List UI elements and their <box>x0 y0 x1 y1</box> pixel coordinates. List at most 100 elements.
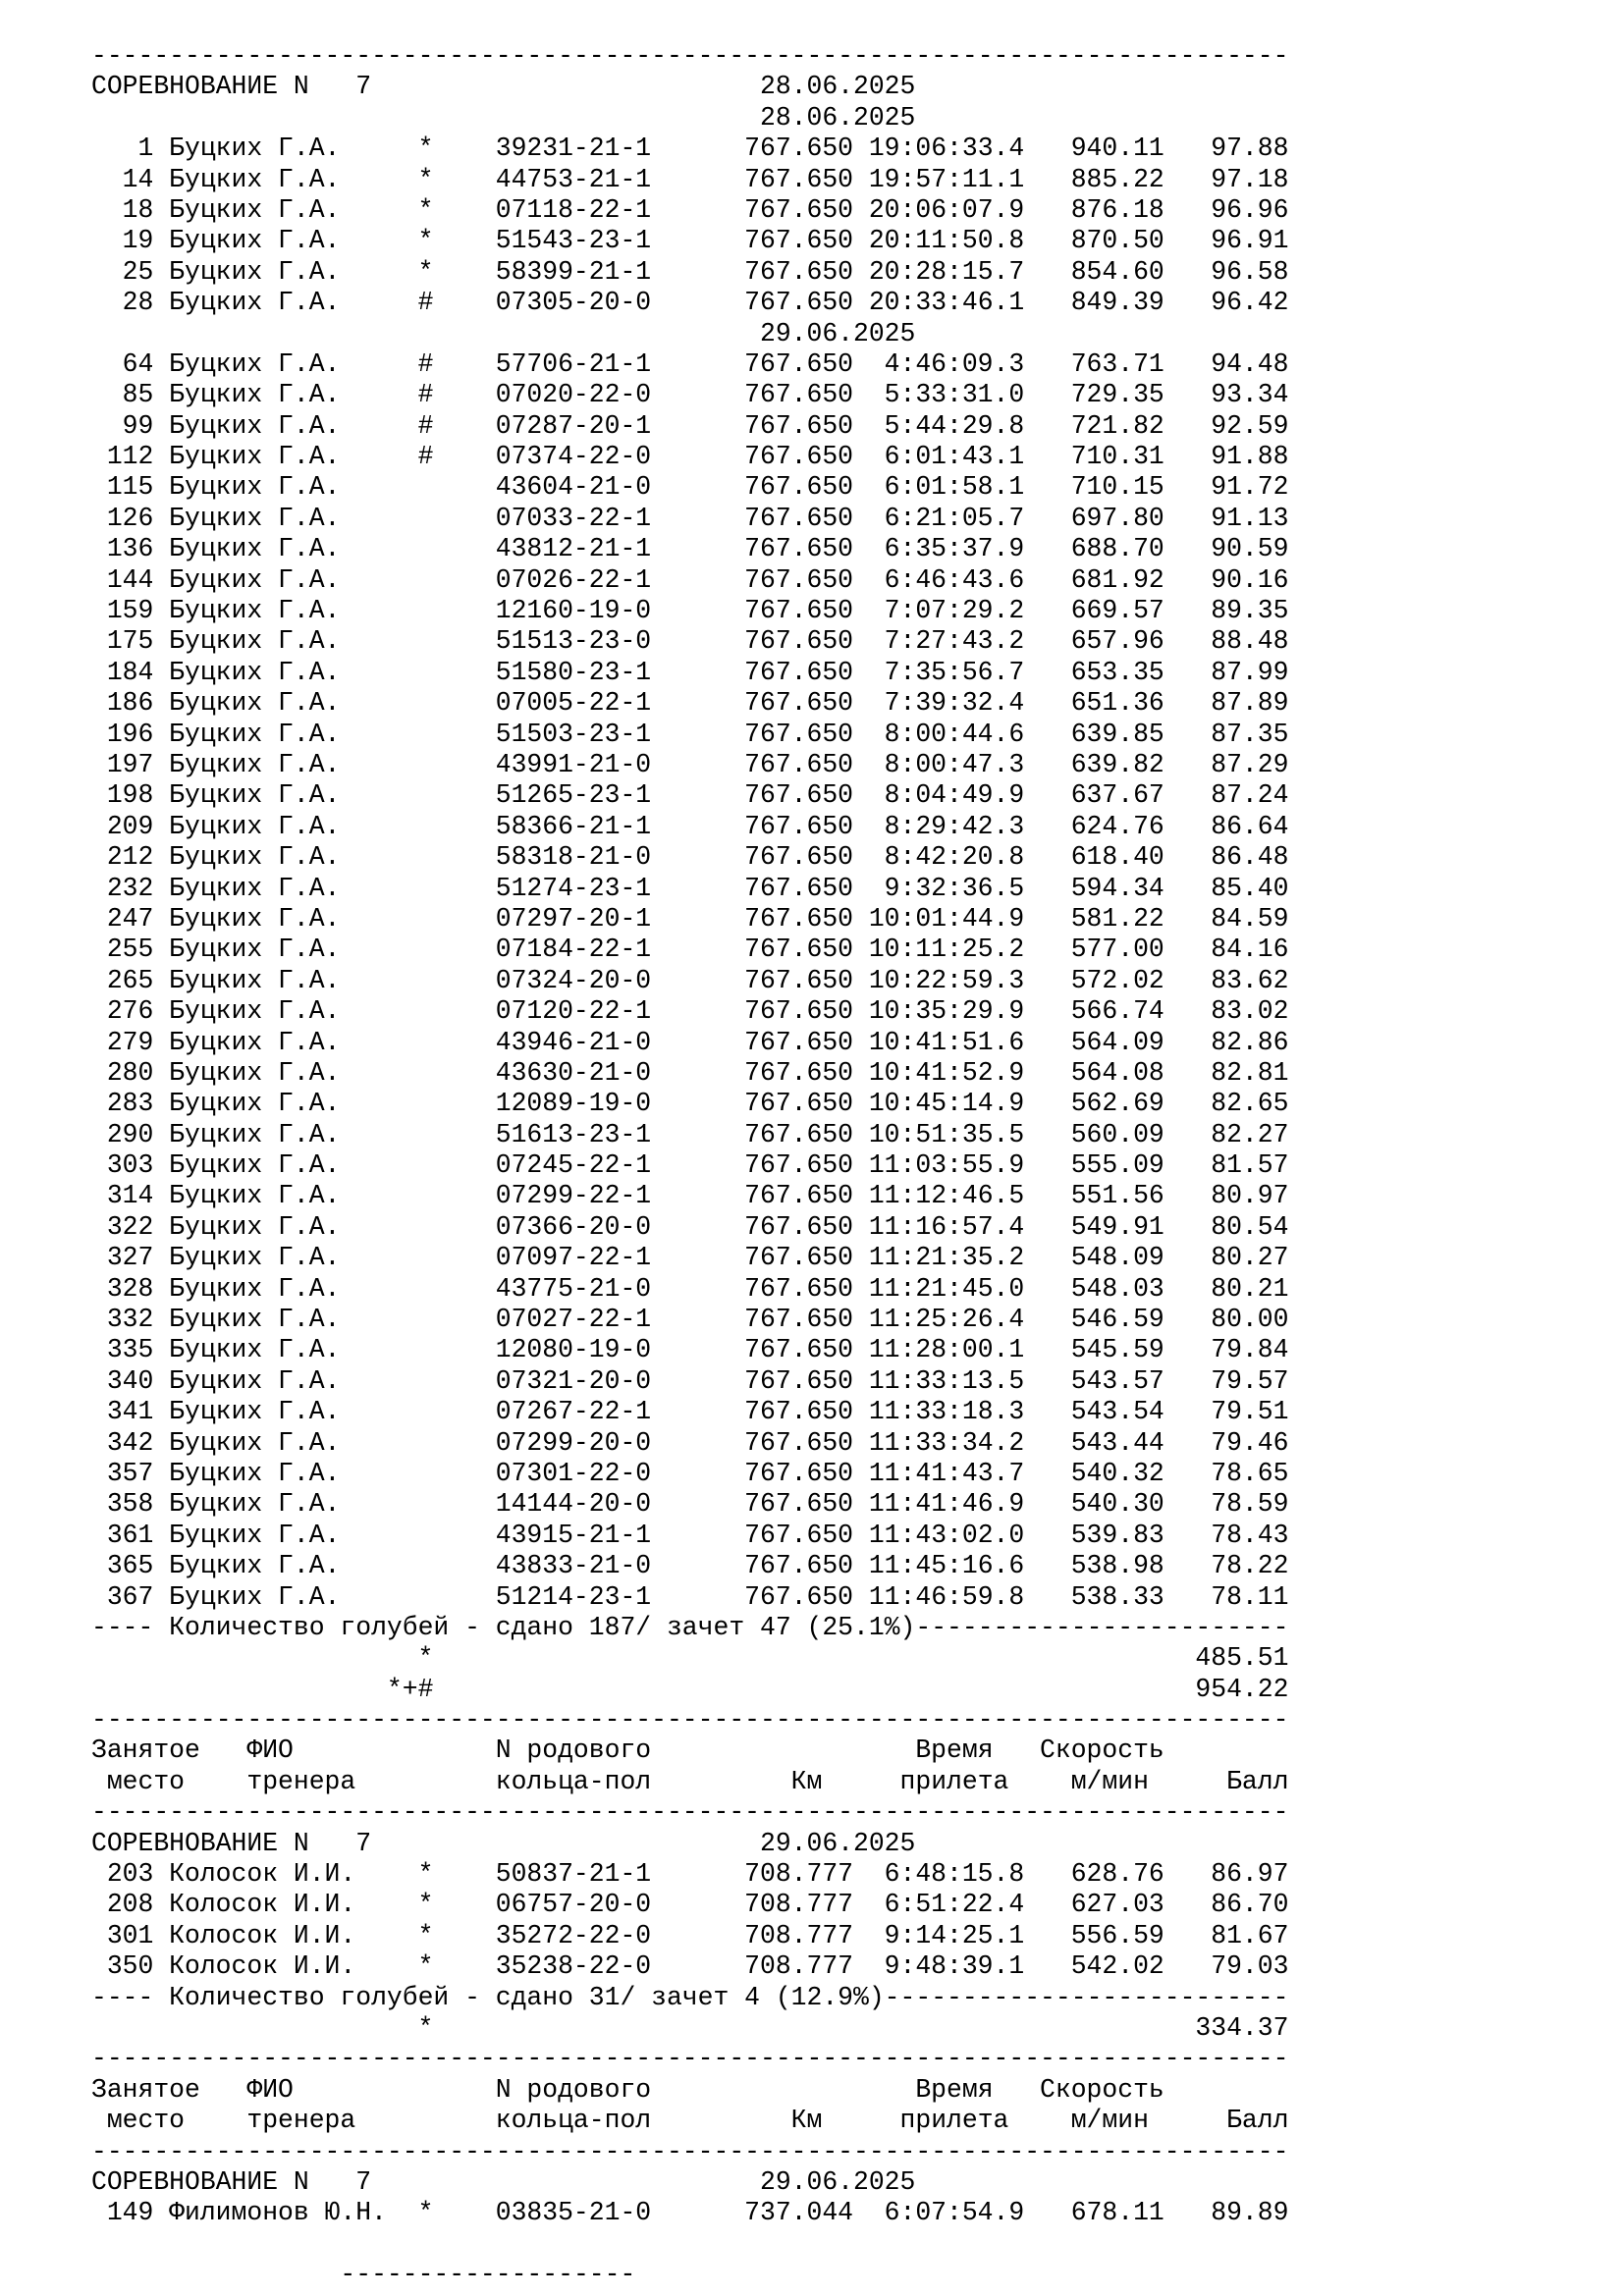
distance-km: 767.650 <box>744 1551 853 1581</box>
arrival-time: 11:46:59.8 <box>868 1581 1025 1612</box>
place-value: 280 <box>106 1057 154 1088</box>
speed-value: 556.59 <box>1070 1920 1164 1950</box>
trainer-name: Буцких Г.А. <box>169 164 341 194</box>
competition-number: 7 <box>355 72 372 102</box>
pigeon-count-summary: ---- Количество голубей - сдано 31/ заче… <box>91 1982 1289 2012</box>
trainer-name: Буцких Г.А. <box>169 194 341 225</box>
speed-value: 538.33 <box>1070 1581 1164 1612</box>
place-value: 283 <box>106 1089 154 1119</box>
arrival-time: 6:01:43.1 <box>884 442 1025 472</box>
distance-km: 767.650 <box>744 226 853 256</box>
place-value: 350 <box>106 1951 154 1982</box>
trainer-name: Буцких Г.А. <box>169 934 341 965</box>
col-header-ring: N родового <box>495 1735 652 1766</box>
trainer-name: Буцких Г.А. <box>169 534 341 564</box>
speed-value: 669.57 <box>1070 596 1164 626</box>
distance-km: 767.650 <box>744 1027 853 1057</box>
trainer-name: Колосок И.И. <box>169 1890 356 1920</box>
points-value: 87.99 <box>1211 657 1289 687</box>
points-value: 94.48 <box>1211 348 1289 379</box>
place-value: 19 <box>122 226 154 256</box>
result-row: 149 Филимонов Ю.Н. * 03835-21-0 737.044 6:07:… <box>91 2198 1348 2228</box>
ring-number: 07299-22-1 <box>495 1181 652 1211</box>
ring-number: 43812-21-1 <box>495 534 652 564</box>
ring-number: 07297-20-1 <box>495 903 652 934</box>
speed-value: 628.76 <box>1070 1859 1164 1890</box>
col-header-place2: место <box>106 2106 186 2136</box>
col-header-time: Время <box>915 1735 994 1766</box>
separator-dashes: ----------------------------------------… <box>91 1797 1289 1828</box>
speed-value: 653.35 <box>1070 657 1164 687</box>
place-value: 25 <box>122 256 154 287</box>
place-value: 184 <box>106 657 154 687</box>
place-value: 367 <box>106 1581 154 1612</box>
trainer-name: Буцких Г.А. <box>169 1551 341 1581</box>
result-row: 365 Буцких Г.А. 43833-21-0 767.650 11:45:16.… <box>91 1551 1348 1581</box>
category-marker: * <box>417 2198 434 2228</box>
points-value: 81.57 <box>1211 1150 1289 1181</box>
ring-number: 07374-22-0 <box>495 442 652 472</box>
points-value: 92.59 <box>1211 410 1289 441</box>
ring-number: 12089-19-0 <box>495 1089 652 1119</box>
result-row: 196 Буцких Г.А. 51503-23-1 767.650 8:00:44.6… <box>91 720 1348 750</box>
col-header-place2: место <box>106 1766 186 1796</box>
points-value: 78.22 <box>1211 1551 1289 1581</box>
result-row: 99 Буцких Г.А. #07287-20-1 767.650 5:44:29.8… <box>91 411 1348 442</box>
points-value: 87.89 <box>1211 688 1289 719</box>
competition-label: СОРЕВНОВАНИЕ N <box>91 2166 309 2197</box>
release-date: 28.06.2025 <box>759 102 916 133</box>
points-value: 82.65 <box>1211 1089 1289 1119</box>
speed-value: 543.54 <box>1070 1397 1164 1427</box>
speed-value: 545.59 <box>1070 1335 1164 1365</box>
arrival-time: 6:51:22.4 <box>884 1890 1025 1920</box>
points-value: 78.43 <box>1211 1520 1289 1550</box>
points-value: 79.03 <box>1211 1951 1289 1982</box>
place-value: 232 <box>106 873 154 903</box>
speed-value: 729.35 <box>1070 380 1164 410</box>
result-row: 327 Буцких Г.А. 07097-22-1 767.650 11:21:35.… <box>91 1243 1348 1273</box>
arrival-time: 5:33:31.0 <box>884 380 1025 410</box>
arrival-time: 6:46:43.6 <box>884 564 1025 595</box>
distance-km: 767.650 <box>744 503 853 533</box>
points-value: 80.97 <box>1211 1181 1289 1211</box>
place-value: 327 <box>106 1243 154 1273</box>
ring-number: 39231-21-1 <box>495 133 652 164</box>
distance-km: 767.650 <box>744 534 853 564</box>
place-value: 276 <box>106 996 154 1027</box>
ring-number: 58366-21-1 <box>495 811 652 841</box>
result-row: 184 Буцких Г.А. 51580-23-1 767.650 7:35:56.7… <box>91 658 1348 688</box>
trainer-name: Буцких Г.А. <box>169 842 341 873</box>
trainer-name: Буцких Г.А. <box>169 1305 341 1335</box>
distance-km: 767.650 <box>744 688 853 719</box>
speed-value: 577.00 <box>1070 934 1164 965</box>
trainer-name: Буцких Г.А. <box>169 1057 341 1088</box>
points-value: 79.51 <box>1211 1397 1289 1427</box>
ring-number: 43775-21-0 <box>495 1273 652 1304</box>
arrival-time: 7:39:32.4 <box>884 688 1025 719</box>
points-value: 89.89 <box>1211 2198 1289 2228</box>
place-value: 64 <box>122 348 154 379</box>
result-row: 186 Буцких Г.А. 07005-22-1 767.650 7:39:32.4… <box>91 688 1348 719</box>
column-header-line-1: Занятое ФИО N родового Время Скорость <box>91 1735 1348 1766</box>
distance-km: 767.650 <box>744 133 853 164</box>
place-value: 341 <box>106 1397 154 1427</box>
trainer-name: Буцких Г.А. <box>169 226 341 256</box>
points-value: 82.86 <box>1211 1027 1289 1057</box>
pigeon-count-summary-line: ---- Количество голубей - сдано 187/ зач… <box>91 1613 1348 1643</box>
result-row: 25 Буцких Г.А. * 58399-21-1 767.650 20:28:15.… <box>91 257 1348 288</box>
place-value: 255 <box>106 934 154 965</box>
distance-km: 767.650 <box>744 719 853 749</box>
arrival-time: 11:33:34.2 <box>868 1427 1025 1458</box>
points-value: 97.88 <box>1211 133 1289 164</box>
ring-number: 58399-21-1 <box>495 256 652 287</box>
speed-value: 548.03 <box>1070 1273 1164 1304</box>
place-value: 358 <box>106 1489 154 1520</box>
place-value: 203 <box>106 1859 154 1890</box>
separator-dashes: ----------------------------------------… <box>91 2136 1289 2166</box>
points-value: 81.67 <box>1211 1920 1289 1950</box>
trainer-name: Буцких Г.А. <box>169 133 341 164</box>
result-row: 361 Буцких Г.А. 43915-21-1 767.650 11:43:02.… <box>91 1521 1348 1551</box>
trainer-name: Буцких Г.А. <box>169 811 341 841</box>
points-value: 79.84 <box>1211 1335 1289 1365</box>
ring-number: 07287-20-1 <box>495 410 652 441</box>
